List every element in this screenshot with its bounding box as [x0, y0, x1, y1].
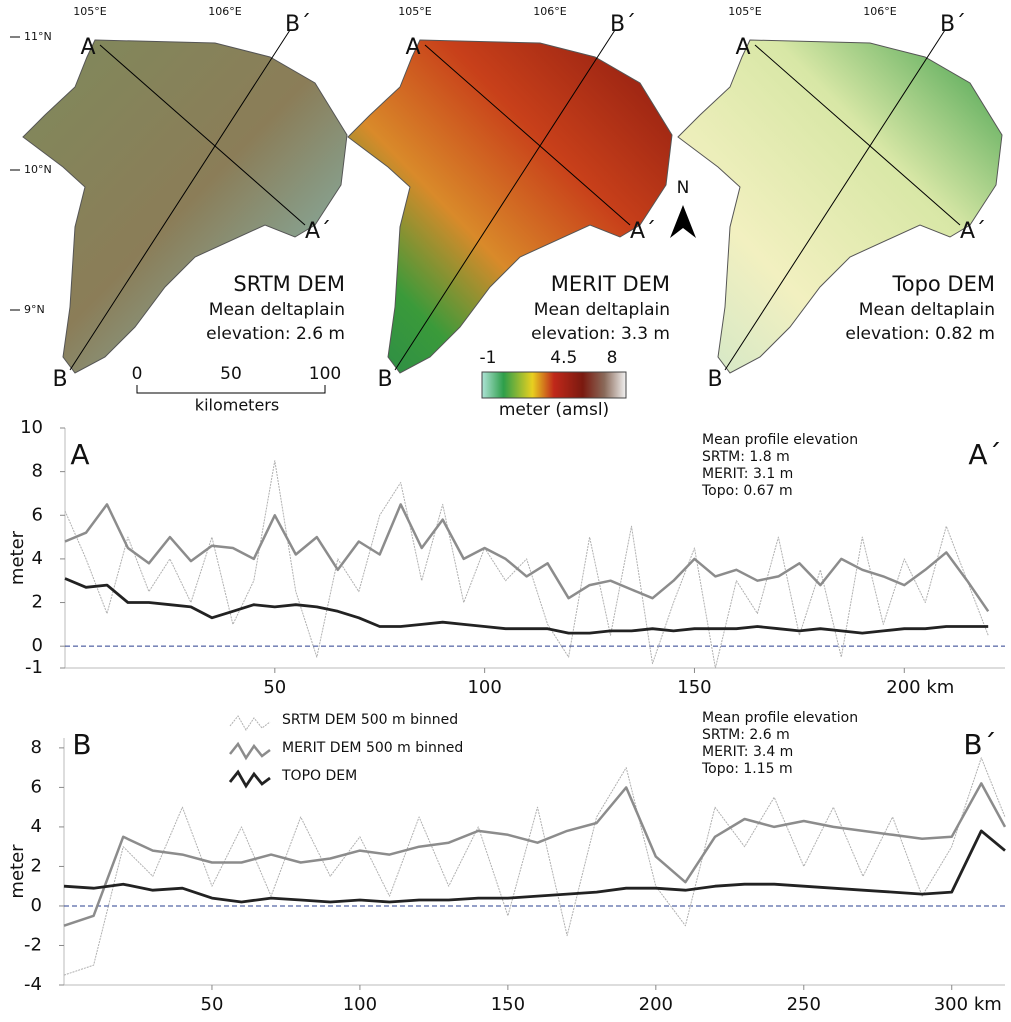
profile-stat: Mean profile elevation — [702, 432, 858, 448]
section-label: B´ — [610, 12, 636, 37]
profile-stat: MERIT: 3.4 m — [702, 744, 793, 760]
profile-line — [63, 829, 1006, 904]
section-label: A — [80, 35, 95, 60]
map-caption: elevation: 2.6 m — [206, 324, 345, 344]
section-label: A — [405, 35, 420, 60]
y-tick-label: 8 — [32, 461, 43, 482]
y-tick-label: -4 — [24, 974, 42, 995]
legend-swatch — [229, 715, 271, 731]
lon-label: 106°E — [533, 5, 566, 18]
y-tick-label: 4 — [32, 548, 43, 569]
x-tick-label: 200 km — [886, 677, 954, 698]
profile-label: A´ — [968, 438, 1001, 471]
x-tick-label: 150 — [677, 677, 711, 698]
x-tick-label: 50 — [201, 994, 224, 1015]
x-tick-label: 200 — [639, 994, 673, 1015]
profile-line — [63, 757, 1006, 976]
lon-label: 105°E — [728, 5, 761, 18]
profile-line — [64, 460, 989, 669]
profile-label: A — [70, 438, 89, 471]
scale-tick: 0 — [132, 364, 143, 384]
map-caption: Mean deltaplain — [859, 300, 995, 320]
section-label: A´ — [960, 219, 986, 244]
colorbar — [481, 371, 627, 399]
x-tick-label: 100 — [467, 677, 501, 698]
section-label: B — [377, 367, 392, 392]
x-tick-label: 250 — [787, 994, 821, 1015]
x-tick-label: 150 — [491, 994, 525, 1015]
profile-line — [64, 577, 989, 635]
map-title: MERIT DEM — [551, 272, 670, 296]
x-tick-label: 300 km — [934, 994, 1002, 1015]
profile-stat: SRTM: 1.8 m — [702, 449, 790, 465]
map-caption: elevation: 3.3 m — [531, 324, 670, 344]
y-tick-label: 8 — [31, 737, 42, 758]
lon-label: 106°E — [208, 5, 241, 18]
lon-label: 105°E — [73, 5, 106, 18]
map-caption: Mean deltaplain — [534, 300, 670, 320]
legend-swatch — [228, 769, 271, 789]
y-tick-label: 0 — [32, 635, 43, 656]
colorbar-tick: 8 — [607, 348, 618, 368]
x-tick-label: 50 — [263, 677, 286, 698]
profile-stat: Mean profile elevation — [702, 710, 858, 726]
legend-label: TOPO DEM — [281, 768, 357, 784]
y-tick-label: 2 — [32, 592, 43, 613]
lat-label: 9°N — [24, 303, 45, 316]
colorbar-label: meter (amsl) — [499, 400, 609, 420]
profile-stat: MERIT: 3.1 m — [702, 466, 793, 482]
section-label: A´ — [305, 219, 331, 244]
y-tick-label: 4 — [31, 816, 42, 837]
section-label: A´ — [630, 219, 656, 244]
north-label: N — [677, 178, 690, 198]
y-tick-label: 10 — [20, 417, 43, 438]
map-caption: Mean deltaplain — [209, 300, 345, 320]
x-tick-label: 100 — [343, 994, 377, 1015]
section-label: B — [707, 367, 722, 392]
north-arrow — [670, 205, 696, 238]
lon-label: 105°E — [398, 5, 431, 18]
colorbar-tick: -1 — [480, 348, 497, 368]
profile-stat: Topo: 0.67 m — [701, 483, 793, 499]
scale-unit: kilometers — [195, 396, 279, 415]
profile-label: B — [72, 728, 91, 761]
scale-bar — [136, 385, 326, 394]
y-axis-label: meter — [7, 844, 28, 899]
lon-label: 106°E — [863, 5, 896, 18]
legend-label: MERIT DEM 500 m binned — [282, 740, 463, 756]
profile-line — [64, 503, 990, 613]
map-topo — [677, 29, 1003, 374]
legend-swatch — [229, 741, 271, 761]
map-title: SRTM DEM — [233, 272, 345, 296]
profile-line — [63, 782, 1007, 927]
map-merit — [347, 29, 673, 374]
lat-label: 11°N — [24, 30, 52, 43]
legend-label: SRTM DEM 500 m binned — [282, 712, 458, 728]
lat-label: 10°N — [24, 163, 52, 176]
profile-stat: SRTM: 2.6 m — [702, 727, 790, 743]
map-caption: elevation: 0.82 m — [845, 324, 995, 344]
profile-stat: Topo: 1.15 m — [701, 761, 793, 777]
map-srtm — [22, 29, 348, 374]
map-title: Topo DEM — [891, 272, 995, 296]
section-label: B — [52, 367, 67, 392]
y-tick-label: -2 — [24, 934, 42, 955]
section-label: B´ — [285, 12, 311, 37]
scale-tick: 100 — [309, 364, 341, 384]
y-axis-label: meter — [7, 530, 28, 585]
section-label: A — [735, 35, 750, 60]
section-label: B´ — [940, 12, 966, 37]
scale-tick: 50 — [220, 364, 242, 384]
colorbar-tick: 4.5 — [550, 348, 577, 368]
y-tick-label: -1 — [25, 657, 43, 678]
y-tick-label: 0 — [31, 895, 42, 916]
y-tick-label: 6 — [31, 776, 42, 797]
y-tick-label: 2 — [31, 855, 42, 876]
y-tick-label: 6 — [32, 504, 43, 525]
profile-label: B´ — [963, 728, 996, 761]
